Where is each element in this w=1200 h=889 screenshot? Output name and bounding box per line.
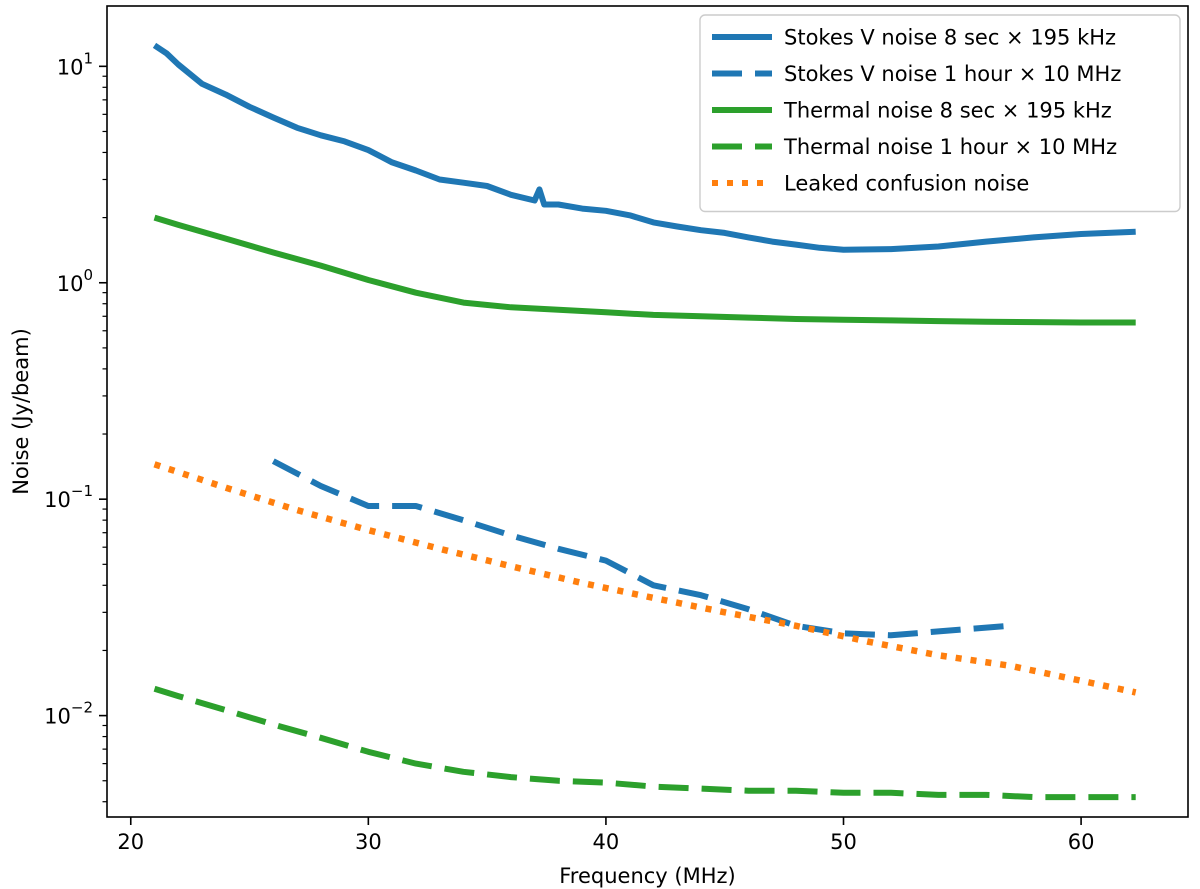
- y-tick-label: 101: [57, 49, 93, 79]
- legend: Stokes V noise 8 sec × 195 kHz Stokes V n…: [699, 14, 1181, 213]
- x-tick-label: 60: [1068, 830, 1095, 854]
- legend-label-3: Thermal noise 8 sec × 195 kHz: [783, 99, 1112, 123]
- legend-label-4: Thermal noise 1 hour × 10 MHz: [783, 135, 1117, 159]
- series-line-5: [153, 461, 1137, 696]
- plot-frame: [106, 5, 1189, 818]
- x-tick-label: 30: [355, 830, 382, 854]
- x-tick-label: 50: [830, 830, 857, 854]
- y-tick-label: 10−1: [44, 482, 93, 512]
- y-tick-label: 10−2: [44, 699, 93, 729]
- series-line-2: [271, 458, 1011, 639]
- x-tick-label: 40: [593, 830, 620, 854]
- x-tick-label: 20: [117, 830, 144, 854]
- y-tick-label: 100: [57, 266, 93, 296]
- y-axis-label: Noise (Jy/beam): [9, 328, 33, 495]
- y-axis-ticks: 10−2 10−1 100 101: [44, 49, 107, 803]
- legend-label-5: Leaked confusion noise: [784, 172, 1029, 196]
- legend-label-1: Stokes V noise 8 sec × 195 kHz: [784, 26, 1116, 50]
- series-line-3: [153, 214, 1136, 326]
- series-layer: [152, 42, 1137, 801]
- series-line-1: [152, 42, 1136, 253]
- legend-box: [699, 14, 1181, 213]
- series-line-4: [153, 685, 1136, 801]
- x-axis-ticks: 20 30 40 50 60: [117, 817, 1094, 854]
- x-axis-label: Frequency (MHz): [559, 864, 735, 888]
- legend-label-2: Stokes V noise 1 hour × 10 MHz: [784, 62, 1121, 86]
